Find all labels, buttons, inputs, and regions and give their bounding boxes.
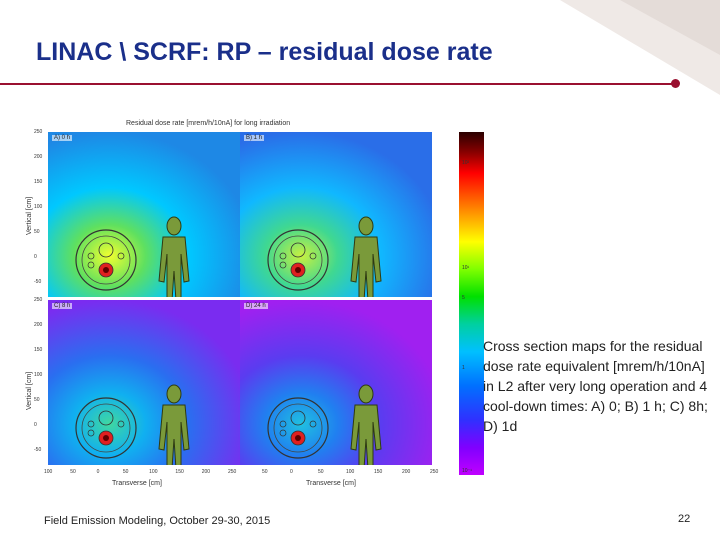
x-tick-label: 100 <box>149 469 158 475</box>
x-tick-label: 0 <box>290 469 293 475</box>
y-tick-label: -50 <box>34 447 42 453</box>
cryomodule-cross-section <box>75 397 137 459</box>
dose-map-panel: A) 0 h <box>48 132 240 297</box>
page-number: 22 <box>678 513 691 525</box>
y-tick-label: -50 <box>34 279 42 285</box>
y-axis-label-bottom: Vertical [cm] <box>26 371 33 410</box>
colorbar-tick-label: 1 <box>462 365 465 371</box>
dose-field <box>48 300 240 465</box>
colorbar-tick-label: 5 <box>462 295 465 301</box>
y-tick-label: 250 <box>34 297 43 303</box>
x-tick-label: 0 <box>96 469 100 475</box>
x-tick-label: 250 <box>430 469 439 475</box>
human-silhouette-icon <box>350 216 382 297</box>
cryomodule-cross-section <box>267 397 329 459</box>
x-tick-label: 200 <box>201 469 211 475</box>
x-tick-label: 200 <box>402 469 411 475</box>
dose-map-panel: C) 8 h <box>48 300 240 465</box>
dose-map-panel: B) 1 h <box>240 132 432 297</box>
y-axis-label-top: Vertical [cm] <box>26 196 33 235</box>
y-tick-label: 0 <box>34 422 37 428</box>
dose-field <box>48 132 240 297</box>
y-tick-label: 50 <box>34 229 40 235</box>
figure-caption: Cross section maps for the residual dose… <box>483 338 708 434</box>
colorbar <box>459 132 484 475</box>
y-tick-label: 150 <box>34 179 43 185</box>
y-tick-label: 250 <box>34 129 43 135</box>
dose-rate-figure: Residual dose rate [mrem/h/10nA] for lon… <box>26 110 484 490</box>
y-tick-label: 150 <box>34 347 43 353</box>
panel-label: D) 24 h <box>244 303 268 309</box>
y-tick-label: 200 <box>34 154 43 160</box>
dose-field <box>240 132 432 297</box>
x-tick-label: 50 <box>262 469 268 475</box>
x-tick-label: 50 <box>70 469 76 475</box>
panel-label: B) 1 h <box>244 135 265 141</box>
cryomodule-cross-section <box>267 229 329 291</box>
y-tick-label: 200 <box>34 322 43 328</box>
title-divider-dot <box>671 79 680 88</box>
dose-field <box>240 300 432 465</box>
x-tick-label: 100 <box>346 469 355 475</box>
x-tick-label: 100 <box>44 469 53 475</box>
dose-map-panel: D) 24 h <box>240 300 432 465</box>
x-tick-label: 150 <box>374 469 383 475</box>
x-tick-label: 250 <box>228 469 237 475</box>
x-tick-label: 50 <box>122 469 129 475</box>
x-axis-label-left: Transverse [cm] <box>112 480 162 487</box>
x-tick-label: 50 <box>318 469 324 475</box>
y-tick-label: 50 <box>34 397 40 403</box>
cryomodule-cross-section <box>75 229 137 291</box>
y-tick-label: 100 <box>34 372 43 378</box>
x-axis-label-right: Transverse [cm] <box>306 480 356 487</box>
human-silhouette-icon <box>158 384 190 465</box>
footer-text: Field Emission Modeling, October 29-30, … <box>44 515 271 527</box>
y-tick-label: 0 <box>34 254 37 260</box>
colorbar-tick-label: 10¹ <box>462 265 470 271</box>
title-divider <box>0 83 675 85</box>
colorbar-tick-label: 10⁻¹ <box>462 468 472 474</box>
slide-title: LINAC \ SCRF: RP – residual dose rate <box>36 38 493 66</box>
human-silhouette-icon <box>158 216 190 297</box>
human-silhouette-icon <box>350 384 382 465</box>
corner-decoration <box>560 0 720 95</box>
colorbar-tick-label: 10² <box>462 160 470 166</box>
x-tick-label: 150 <box>175 469 184 475</box>
y-tick-label: 100 <box>34 204 43 210</box>
panel-label: A) 0 h <box>52 135 73 141</box>
panel-label: C) 8 h <box>52 303 73 309</box>
figure-title: Residual dose rate [mrem/h/10nA] for lon… <box>126 120 291 127</box>
